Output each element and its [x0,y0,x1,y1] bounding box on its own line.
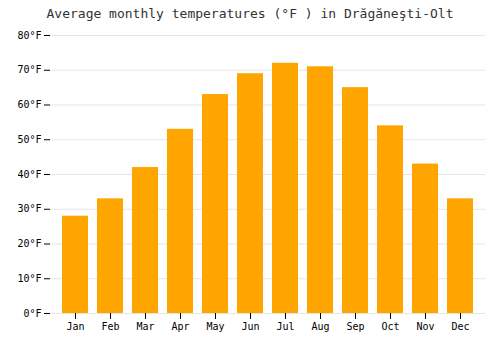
svg-text:Sep: Sep [346,321,364,332]
svg-text:50°F: 50°F [17,134,41,145]
svg-text:Apr: Apr [171,321,189,332]
svg-text:Jul: Jul [276,321,294,332]
svg-text:May: May [206,321,224,332]
svg-text:60°F: 60°F [17,99,41,110]
svg-text:Jan: Jan [66,321,84,332]
svg-text:30°F: 30°F [17,203,41,214]
svg-text:Mar: Mar [136,321,154,332]
svg-text:0°F: 0°F [23,308,41,319]
svg-text:40°F: 40°F [17,169,41,180]
svg-text:20°F: 20°F [17,238,41,249]
svg-text:80°F: 80°F [17,30,41,41]
svg-text:Aug: Aug [311,321,329,332]
svg-text:10°F: 10°F [17,273,41,284]
svg-text:Nov: Nov [416,321,434,332]
svg-text:Dec: Dec [451,321,469,332]
html-text:Average monthly temperatures (: Average monthly temperatures (°F ) in Dr… [46,6,454,21]
svg-text:Feb: Feb [101,321,119,332]
svg-text:Oct: Oct [381,321,399,332]
svg-text:Jun: Jun [241,321,259,332]
svg-text:70°F: 70°F [17,64,41,75]
